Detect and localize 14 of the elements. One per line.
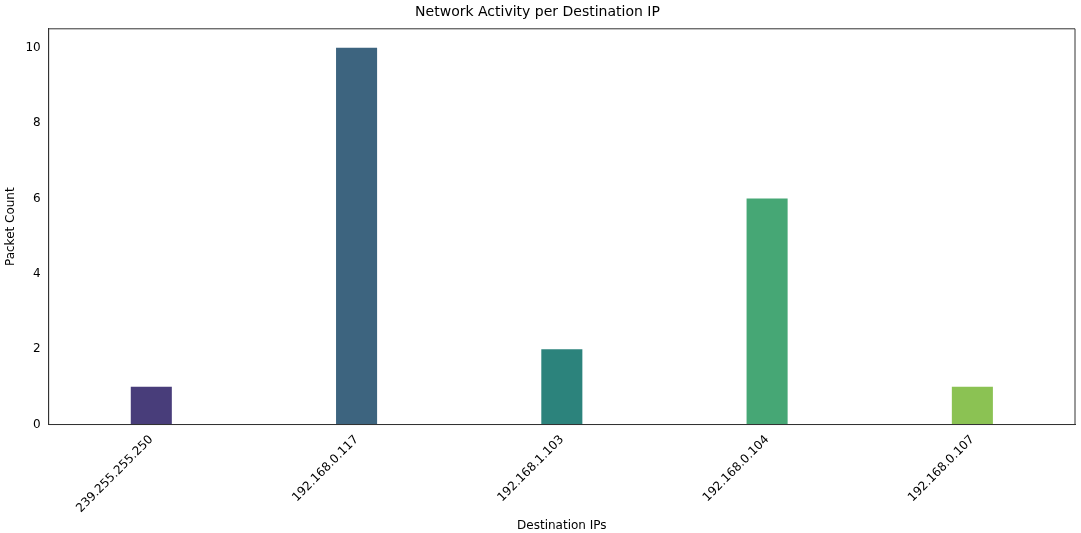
y-tick-label: 0	[33, 416, 41, 431]
bar	[951, 386, 993, 425]
bar	[336, 47, 378, 425]
chart-title: Network Activity per Destination IP	[415, 3, 660, 20]
y-tick-label: 8	[33, 115, 41, 130]
bar	[130, 386, 172, 425]
y-axis-title: Packet Count	[3, 187, 18, 267]
y-tick-label: 10	[25, 39, 41, 54]
y-tick-label: 4	[33, 265, 41, 280]
y-tick-label: 6	[33, 190, 41, 205]
x-axis-title: Destination IPs	[517, 517, 607, 532]
bar	[746, 198, 788, 425]
y-tick-label: 2	[33, 341, 41, 356]
bar	[541, 349, 583, 425]
